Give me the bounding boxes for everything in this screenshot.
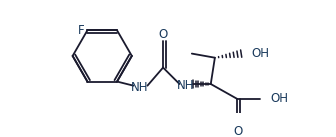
Text: F: F xyxy=(78,24,85,37)
Text: NH: NH xyxy=(177,79,195,92)
Text: OH: OH xyxy=(270,92,288,105)
Text: NH: NH xyxy=(131,81,149,94)
Text: O: O xyxy=(233,125,243,137)
Text: O: O xyxy=(159,28,168,41)
Text: OH: OH xyxy=(251,47,269,60)
